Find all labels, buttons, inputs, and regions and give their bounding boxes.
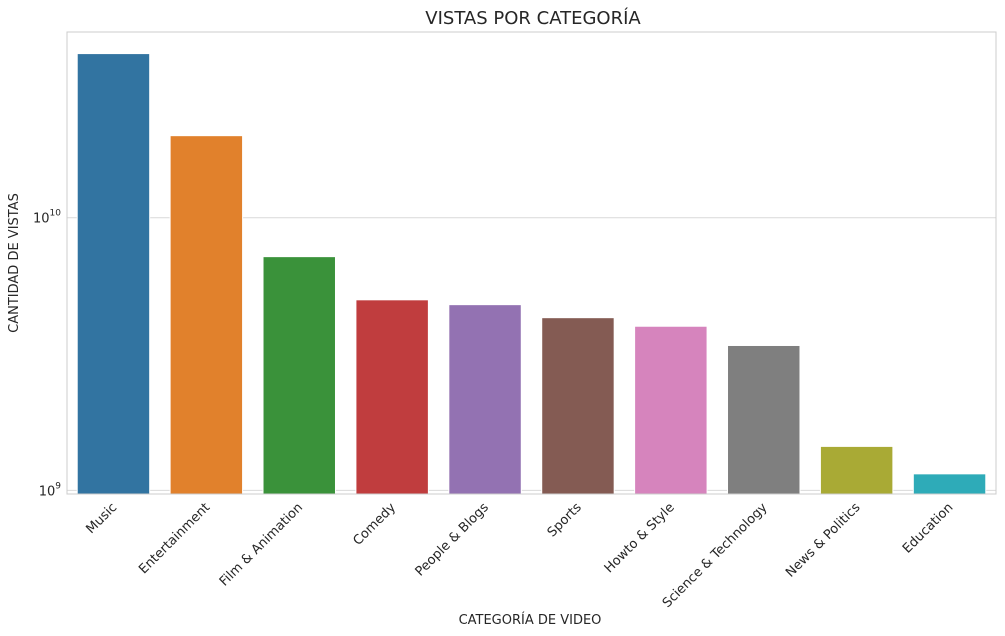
x-tick-labels: Music Entertainment Film & Animation Comedy…	[84, 500, 957, 611]
y-axis-label: CANTIDAD DE VISTAS	[7, 193, 22, 333]
x-axis-label: CATEGORÍA DE VIDEO	[459, 612, 602, 628]
x-tick-label: Comedy	[350, 500, 399, 549]
bar	[634, 325, 708, 495]
bar	[819, 445, 894, 495]
bar	[355, 299, 429, 495]
x-tick-label: Education	[900, 500, 956, 556]
bars	[76, 53, 987, 495]
y-tick-labels: 109 1010	[33, 209, 61, 500]
plot-frame	[66, 31, 997, 495]
x-tick-label: News & Politics	[783, 500, 864, 581]
bar	[541, 317, 615, 495]
x-tick-label: Entertainment	[136, 500, 213, 577]
x-tick-label: Science & Technology	[660, 500, 771, 611]
bar	[727, 344, 801, 495]
bar	[169, 135, 244, 495]
chart-title: VISTAS POR CATEGORÍA	[425, 7, 641, 29]
x-tick-label: Sports	[545, 500, 585, 540]
bar	[912, 473, 987, 495]
bar	[448, 304, 522, 495]
x-tick-label: Film & Animation	[217, 500, 306, 589]
y-tick-label: 1010	[33, 209, 61, 227]
y-tick-label: 109	[39, 481, 62, 499]
x-tick-label: Music	[84, 500, 121, 537]
x-tick-label: People & Blogs	[413, 500, 492, 579]
x-tick-label: Howto & Style	[602, 500, 678, 576]
bar	[76, 53, 151, 495]
bar	[262, 256, 336, 495]
